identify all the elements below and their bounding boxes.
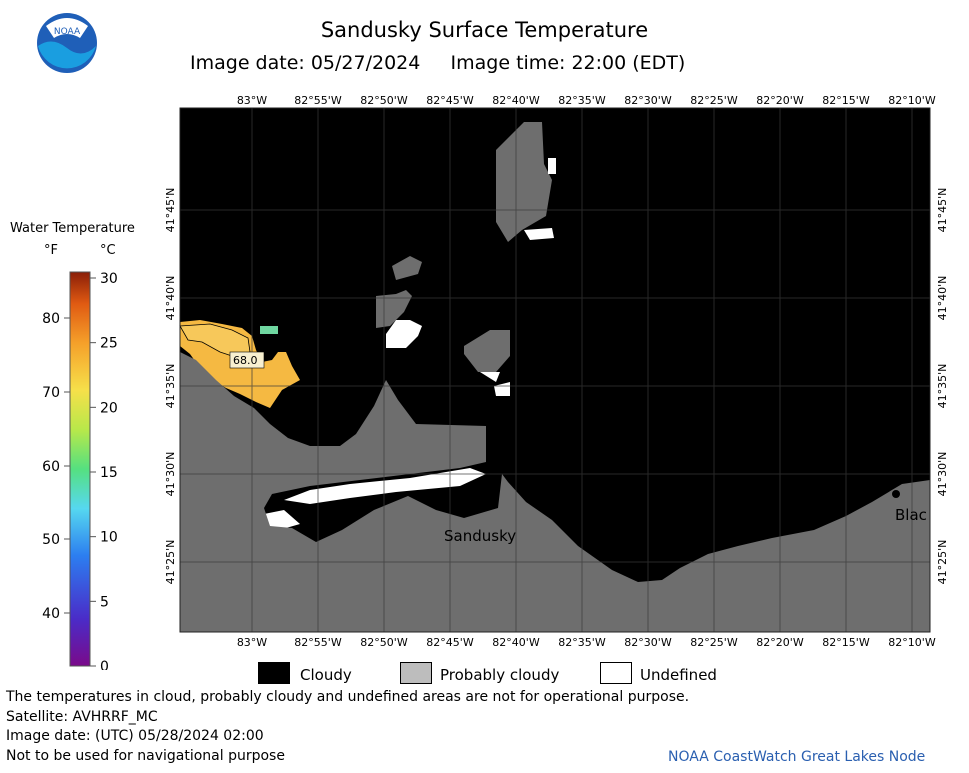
lon-label: 82°25'W bbox=[690, 94, 738, 107]
lon-label: 82°35'W bbox=[558, 94, 606, 107]
fahrenheit-tick-label: 80 bbox=[42, 311, 60, 327]
celsius-tick-label: 30 bbox=[100, 271, 118, 287]
lon-label: 82°15'W bbox=[822, 94, 870, 107]
legend-title: Water Temperature bbox=[10, 221, 135, 236]
fahrenheit-ticks: 80 70 60 50 40 bbox=[42, 311, 70, 622]
longitude-labels-top: 83°W 82°55'W 82°50'W 82°45'W 82°40'W 82°35'W 8… bbox=[237, 94, 936, 107]
lat-label: 41°35'N bbox=[164, 364, 177, 409]
lon-label: 82°30'W bbox=[624, 636, 672, 649]
lon-label: 82°20'W bbox=[756, 636, 804, 649]
place-label-blac: Blac bbox=[895, 506, 927, 524]
legend-label-cloudy: Cloudy bbox=[300, 666, 352, 684]
temperature-label: 68.0 bbox=[233, 354, 258, 367]
celsius-tick-label: 20 bbox=[100, 400, 118, 416]
legend-label-probably-cloudy: Probably cloudy bbox=[440, 666, 560, 684]
footer-line-navigation: Not to be used for navigational purpose bbox=[6, 747, 285, 764]
footer-line-satellite: Satellite: AVHRRF_MC bbox=[6, 708, 158, 725]
noaa-logo-text: NOAA bbox=[54, 27, 81, 37]
lon-label: 83°W bbox=[237, 636, 267, 649]
footer-line-utc-date: Image date: (UTC) 05/28/2024 02:00 bbox=[6, 728, 264, 744]
longitude-labels-bottom: 83°W 82°55'W 82°50'W 82°45'W 82°40'W 82°35'W 8… bbox=[237, 636, 936, 649]
image-date-time: Image date: 05/27/2024 Image time: 22:00… bbox=[190, 52, 686, 74]
lon-label: 82°55'W bbox=[294, 636, 342, 649]
lat-label: 41°30'N bbox=[164, 452, 177, 497]
lon-label: 82°40'W bbox=[492, 94, 540, 107]
lon-label: 82°50'W bbox=[360, 636, 408, 649]
place-marker bbox=[892, 490, 900, 498]
pelee-island bbox=[496, 122, 552, 242]
lat-label: 41°40'N bbox=[936, 276, 949, 321]
footer-notes: The temperatures in cloud, probably clou… bbox=[6, 688, 689, 766]
lon-label: 82°25'W bbox=[690, 636, 738, 649]
lon-label: 82°30'W bbox=[624, 94, 672, 107]
lon-label: 82°20'W bbox=[756, 94, 804, 107]
latitude-labels-right: 41°45'N 41°40'N 41°35'N 41°30'N 41°25'N bbox=[936, 188, 949, 585]
lon-label: 82°55'W bbox=[294, 94, 342, 107]
unit-celsius: °C bbox=[100, 243, 116, 258]
legend-swatch-probably-cloudy bbox=[400, 662, 432, 684]
fahrenheit-tick-label: 60 bbox=[42, 459, 60, 475]
lat-label: 41°25'N bbox=[164, 540, 177, 585]
lat-label: 41°35'N bbox=[936, 364, 949, 409]
legend-swatch-cloudy bbox=[258, 662, 290, 684]
page-title: Sandusky Surface Temperature bbox=[320, 18, 649, 42]
map-legend: Cloudy Probably cloudy Undefined bbox=[258, 660, 758, 690]
unit-fahrenheit: °F bbox=[44, 243, 58, 258]
celsius-tick-label: 15 bbox=[100, 465, 118, 481]
fahrenheit-tick-label: 70 bbox=[42, 385, 60, 401]
footer-line-disclaimer: The temperatures in cloud, probably clou… bbox=[6, 689, 690, 705]
lat-label: 41°30'N bbox=[936, 452, 949, 497]
lon-label: 82°15'W bbox=[822, 636, 870, 649]
lat-label: 41°40'N bbox=[164, 276, 177, 321]
noaa-logo: NOAA bbox=[36, 12, 98, 74]
lon-label: 83°W bbox=[237, 94, 267, 107]
lon-label: 82°35'W bbox=[558, 636, 606, 649]
celsius-tick-label: 5 bbox=[100, 594, 109, 610]
lon-label: 82°40'W bbox=[492, 636, 540, 649]
lon-label: 82°50'W bbox=[360, 94, 408, 107]
lat-label: 41°25'N bbox=[936, 540, 949, 585]
legend-label-undefined: Undefined bbox=[640, 666, 717, 684]
lon-label: 82°45'W bbox=[426, 94, 474, 107]
lat-label: 41°45'N bbox=[936, 188, 949, 233]
lon-label: 82°10'W bbox=[888, 94, 936, 107]
lon-label: 82°45'W bbox=[426, 636, 474, 649]
celsius-tick-label: 25 bbox=[100, 336, 118, 352]
lat-label: 41°45'N bbox=[164, 188, 177, 233]
place-label-sandusky: Sandusky bbox=[444, 527, 516, 545]
credit-text: NOAA CoastWatch Great Lakes Node bbox=[668, 749, 926, 765]
temperature-colorbar: 80 70 60 50 40 30 25 20 15 10 5 0 bbox=[30, 270, 140, 675]
fahrenheit-tick-label: 40 bbox=[42, 606, 60, 622]
celsius-tick-label: 10 bbox=[100, 530, 118, 546]
celsius-ticks: 30 25 20 15 10 5 0 bbox=[90, 271, 118, 675]
latitude-labels-left: 41°45'N 41°40'N 41°35'N 41°30'N 41°25'N bbox=[164, 188, 177, 585]
celsius-tick-label: 0 bbox=[100, 659, 109, 670]
legend-swatch-undefined bbox=[600, 662, 632, 684]
lon-label: 82°10'W bbox=[888, 636, 936, 649]
temperature-map: Sandusky Blac 68.0 83°W 82°55'W 82°50'W 82°… bbox=[160, 90, 969, 650]
fahrenheit-tick-label: 50 bbox=[42, 532, 60, 548]
